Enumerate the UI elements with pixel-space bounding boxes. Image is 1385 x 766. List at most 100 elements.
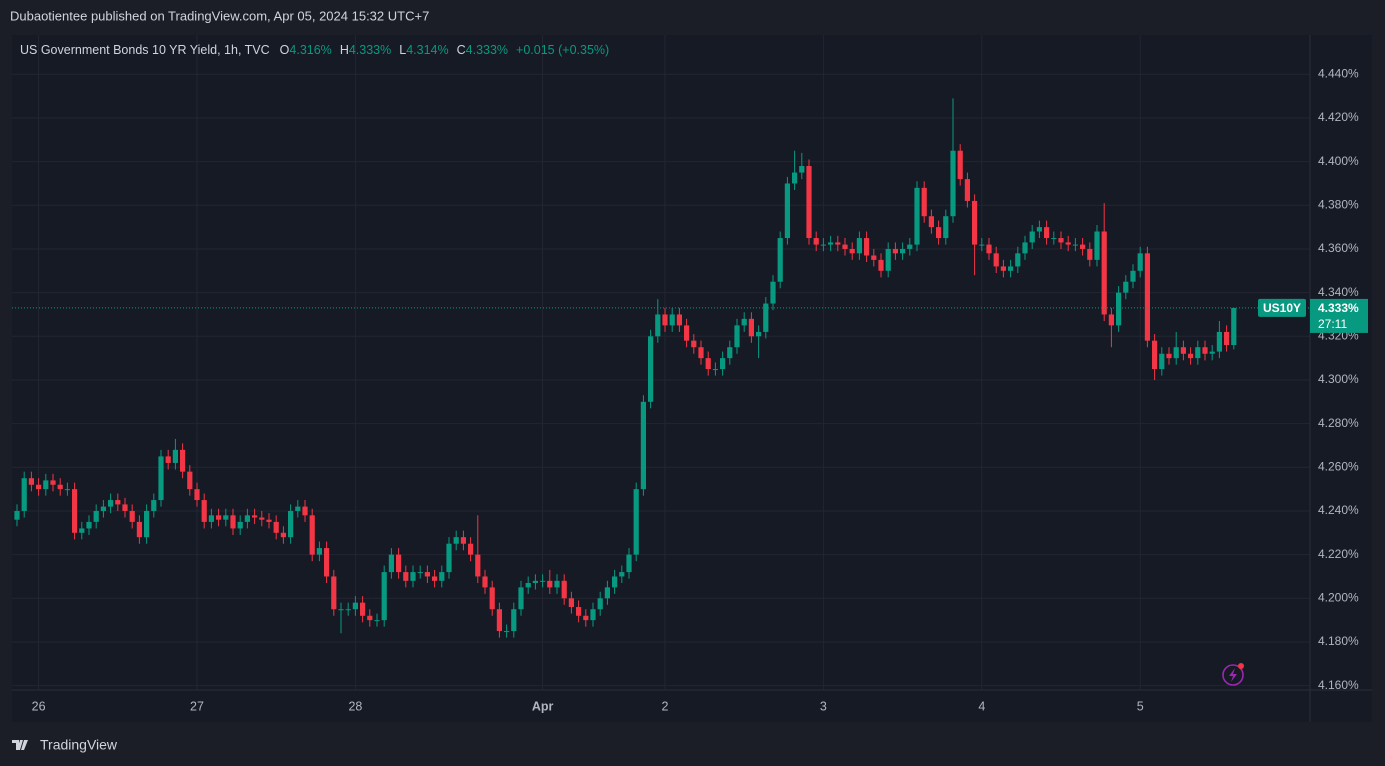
candle-body (100, 506, 106, 511)
candle-body (993, 253, 999, 267)
y-tick-label: 4.400% (1318, 154, 1359, 168)
candle-body (266, 519, 272, 522)
labels: 4.160% 4.180% 4.200% 4.220% 4.240% 4.260% 4.28… (12, 66, 1368, 713)
candle-body (892, 248, 898, 254)
candle-body (172, 449, 178, 463)
candle-body (1216, 331, 1222, 352)
candle-body (633, 489, 639, 555)
candle-body (914, 187, 920, 245)
candle-body (1166, 353, 1172, 359)
candle-body (86, 521, 92, 529)
candle-body (842, 244, 848, 249)
alert-dot[interactable] (1238, 663, 1244, 669)
candle-body (403, 572, 409, 581)
candle-body (1202, 347, 1208, 354)
candle-body (792, 172, 798, 184)
candle-body (259, 517, 265, 520)
candle-body (828, 242, 834, 245)
price-tag (1310, 298, 1368, 333)
candle-body (244, 515, 250, 522)
candle-body (705, 358, 711, 370)
symbol-tag-text: US10Y (1263, 301, 1301, 315)
grid (12, 35, 1310, 690)
candle-body (331, 576, 337, 610)
candle-body (741, 318, 747, 326)
candle-body (273, 521, 279, 533)
candle-body (1116, 292, 1122, 326)
alert-bolt[interactable] (1229, 668, 1237, 682)
candle-body (1022, 242, 1028, 254)
y-tick-label: 4.220% (1318, 547, 1359, 561)
y-tick-label: 4.240% (1318, 503, 1359, 517)
candle-body (129, 510, 135, 522)
candle-body (122, 504, 128, 511)
legend-change: +0.015 (+0.35%) (516, 43, 609, 57)
candle-body (986, 244, 992, 254)
candle-body (1044, 227, 1050, 239)
legend-key: H (340, 43, 349, 57)
candle-body (972, 200, 978, 245)
candle-body (345, 609, 351, 611)
candle-body (604, 587, 610, 599)
candle-body (640, 401, 646, 490)
candle-body (720, 358, 726, 370)
candle-body (820, 244, 826, 246)
y-tick-label: 4.260% (1318, 459, 1359, 473)
candle-body (93, 510, 99, 522)
candle-body (547, 580, 553, 588)
candle-body (352, 602, 358, 610)
candle-body (756, 331, 762, 337)
alert-ring[interactable] (1222, 664, 1244, 686)
candle-body (374, 620, 380, 622)
candle-body (1051, 238, 1057, 240)
candle-body (1108, 314, 1114, 326)
candle-body (115, 500, 121, 505)
candle-body (1159, 353, 1165, 370)
candle-body (1152, 340, 1158, 370)
x-tick-label: 28 (348, 699, 362, 713)
candle-body (230, 515, 236, 529)
candle-body (108, 500, 114, 507)
y-tick-label: 4.160% (1318, 678, 1359, 692)
candle-body (252, 515, 258, 518)
candle-body (784, 183, 790, 239)
candle-body (561, 580, 567, 599)
candle-body (612, 576, 618, 588)
x-tick-label: 5 (1137, 699, 1144, 713)
candle-body (496, 609, 502, 632)
candle-body (1209, 351, 1215, 354)
candle-body (626, 554, 632, 573)
candle-body (907, 244, 913, 249)
candle-body (936, 227, 942, 239)
candle-body (28, 478, 34, 485)
candle-body (727, 347, 733, 359)
candle-body (302, 506, 308, 516)
candle-body (151, 500, 157, 511)
publisher-line: Dubaotientee published on TradingView.co… (10, 8, 429, 23)
candle-body (763, 303, 769, 332)
candle-body (136, 521, 142, 538)
candle-body (871, 255, 877, 260)
candle-body (518, 587, 524, 610)
legend-value: 4.316% (289, 43, 331, 57)
candle-body (338, 609, 344, 611)
candle-body (849, 248, 855, 254)
candle-body (856, 238, 862, 254)
candle-body (482, 576, 488, 588)
candle-body (540, 580, 546, 582)
y-tick-label: 4.340% (1318, 285, 1359, 299)
y-tick-label: 4.280% (1318, 416, 1359, 430)
candle-body (79, 528, 85, 533)
legend-key: L (399, 43, 406, 57)
candle-body (360, 602, 366, 616)
candle-body (864, 238, 870, 256)
price-tag-value: 4.333% (1318, 301, 1359, 315)
symbol-tag (1258, 298, 1306, 317)
candle-body (1231, 307, 1237, 346)
candle-body (1072, 244, 1078, 246)
candle-body (223, 515, 229, 520)
alert-icon[interactable] (1222, 663, 1244, 686)
candle-body (1058, 238, 1064, 243)
